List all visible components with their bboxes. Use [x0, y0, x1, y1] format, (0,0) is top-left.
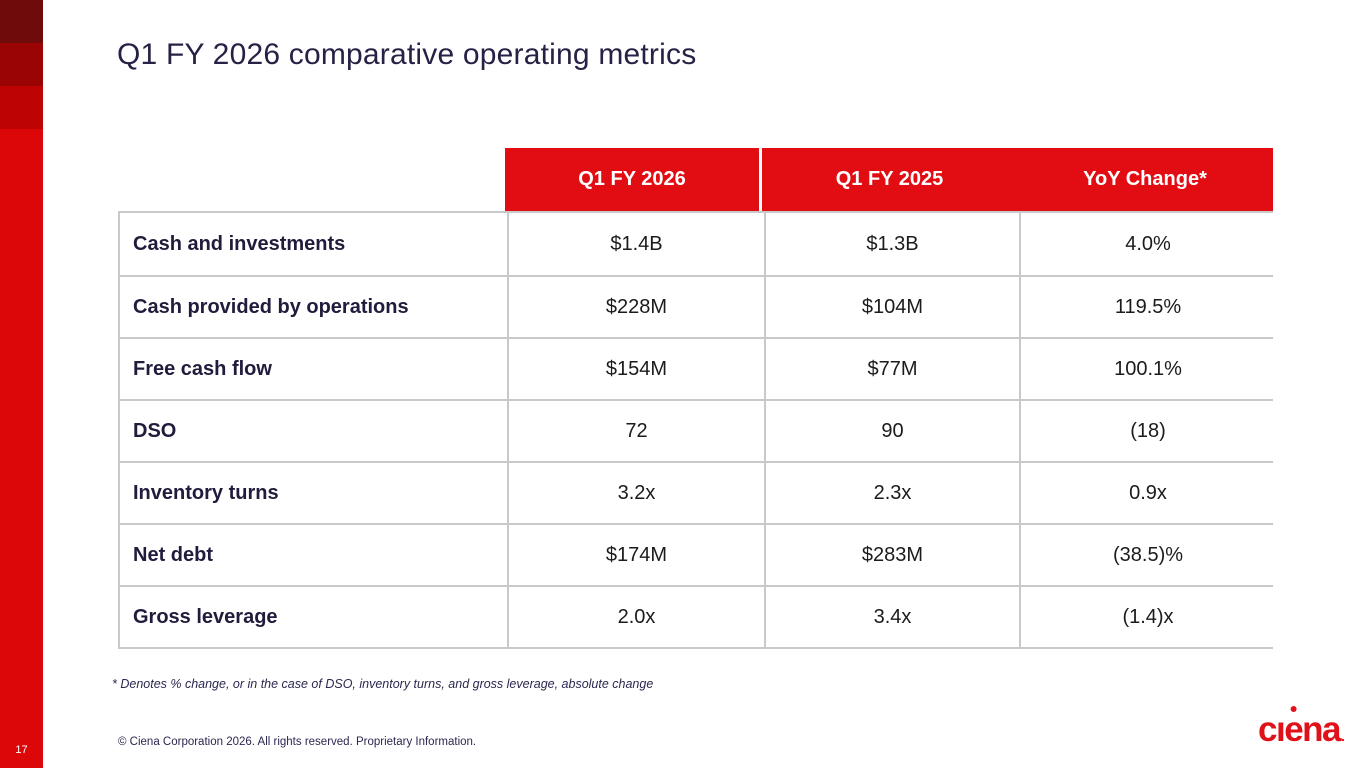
col-header-q1-fy-2026: Q1 FY 2026	[505, 148, 762, 211]
logo-letter-c: c	[1258, 710, 1277, 749]
row-label-cell: Cash and investments	[120, 213, 507, 275]
value-cell: $77M	[764, 339, 1019, 399]
value-cell: 3.2x	[507, 463, 764, 523]
corner-cell	[118, 148, 505, 211]
value-cell: 100.1%	[1019, 339, 1275, 399]
left-accent-bar: 17	[0, 0, 43, 768]
value-cell: 2.3x	[764, 463, 1019, 523]
col-header-yoy-change: YoY Change*	[1017, 148, 1273, 211]
value-cell: 90	[764, 401, 1019, 461]
value-cell: $174M	[507, 525, 764, 585]
row-label-cell: Cash provided by operations	[120, 277, 507, 337]
row-label-cell: Inventory turns	[120, 463, 507, 523]
table-header-row: Q1 FY 2026 Q1 FY 2025 YoY Change*	[118, 148, 1273, 211]
value-cell: 3.4x	[764, 587, 1019, 647]
page-title: Q1 FY 2026 comparative operating metrics	[117, 38, 697, 71]
value-cell: $154M	[507, 339, 764, 399]
row-label-cell: Gross leverage	[120, 587, 507, 647]
value-cell: 72	[507, 401, 764, 461]
footnote: * Denotes % change, or in the case of DS…	[112, 677, 654, 691]
table-row: DSO 72 90 (18)	[120, 399, 1275, 461]
accent-square-mid	[0, 43, 43, 86]
value-cell: (38.5)%	[1019, 525, 1275, 585]
accent-square-dark	[0, 0, 43, 43]
table-row: Gross leverage 2.0x 3.4x (1.4)x	[120, 585, 1275, 647]
table-row: Free cash flow $154M $77M 100.1%	[120, 337, 1275, 399]
table-row: Cash and investments $1.4B $1.3B 4.0%	[120, 213, 1275, 275]
ciena-logo: c ı e na.	[1258, 710, 1345, 756]
accent-square-light	[0, 86, 43, 129]
value-cell: 119.5%	[1019, 277, 1275, 337]
value-cell: (1.4)x	[1019, 587, 1275, 647]
logo-period: .	[1341, 728, 1345, 744]
table-row: Inventory turns 3.2x 2.3x 0.9x	[120, 461, 1275, 523]
row-label-cell: DSO	[120, 401, 507, 461]
table-row: Cash provided by operations $228M $104M …	[120, 275, 1275, 337]
copyright-text: © Ciena Corporation 2026. All rights res…	[118, 736, 477, 748]
logo-letter-e: e	[1284, 710, 1303, 749]
page-number: 17	[15, 744, 28, 756]
logo-letter-i: ı	[1275, 710, 1286, 749]
row-label-cell: Free cash flow	[120, 339, 507, 399]
table-row: Net debt $174M $283M (38.5)%	[120, 523, 1275, 585]
value-cell: $283M	[764, 525, 1019, 585]
col-header-q1-fy-2025: Q1 FY 2025	[762, 148, 1017, 211]
metrics-table: Q1 FY 2026 Q1 FY 2025 YoY Change* Cash a…	[118, 148, 1275, 649]
value-cell: $1.4B	[507, 213, 764, 275]
value-cell: (18)	[1019, 401, 1275, 461]
value-cell: 4.0%	[1019, 213, 1275, 275]
logo-letters-na: na	[1302, 710, 1341, 749]
value-cell: $228M	[507, 277, 764, 337]
value-cell: 2.0x	[507, 587, 764, 647]
value-cell: $1.3B	[764, 213, 1019, 275]
value-cell: $104M	[764, 277, 1019, 337]
value-cell: 0.9x	[1019, 463, 1275, 523]
row-label-cell: Net debt	[120, 525, 507, 585]
table-body: Cash and investments $1.4B $1.3B 4.0% Ca…	[118, 211, 1275, 649]
